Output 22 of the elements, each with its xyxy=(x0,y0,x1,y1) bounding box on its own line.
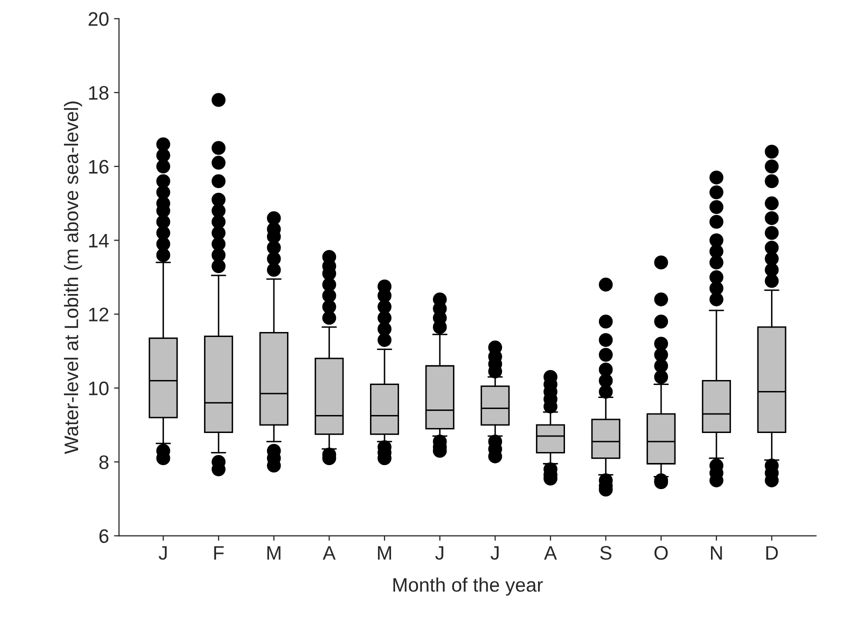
y-tick-label: 12 xyxy=(89,308,108,322)
x-tick-label: A xyxy=(544,546,557,560)
x-tick-label: F xyxy=(214,546,224,560)
y-tick-label: 8 xyxy=(99,455,108,470)
x-tick-label: S xyxy=(600,546,612,560)
y-tick-label: 6 xyxy=(99,529,108,544)
x-tick-label: J xyxy=(490,546,499,560)
x-tick-label: M xyxy=(267,546,280,560)
y-tick-label: 18 xyxy=(89,86,108,100)
x-tick-label: D xyxy=(766,546,778,560)
x-tick-label: O xyxy=(654,546,668,560)
x-tick-label: J xyxy=(158,546,167,560)
y-tick-label: 16 xyxy=(89,160,108,174)
y-axis-title: Water-level at Lobith (m above sea-level) xyxy=(64,102,82,454)
x-tick-label: A xyxy=(322,546,336,560)
x-tick-label: N xyxy=(711,546,722,560)
x-tick-label: J xyxy=(435,546,444,560)
y-tick-label: 14 xyxy=(89,234,109,248)
x-tick-label: M xyxy=(378,546,392,560)
x-axis-title: Month of the year xyxy=(393,578,543,596)
y-tick-label: 10 xyxy=(89,382,109,396)
y-tick-label: 20 xyxy=(88,12,109,26)
